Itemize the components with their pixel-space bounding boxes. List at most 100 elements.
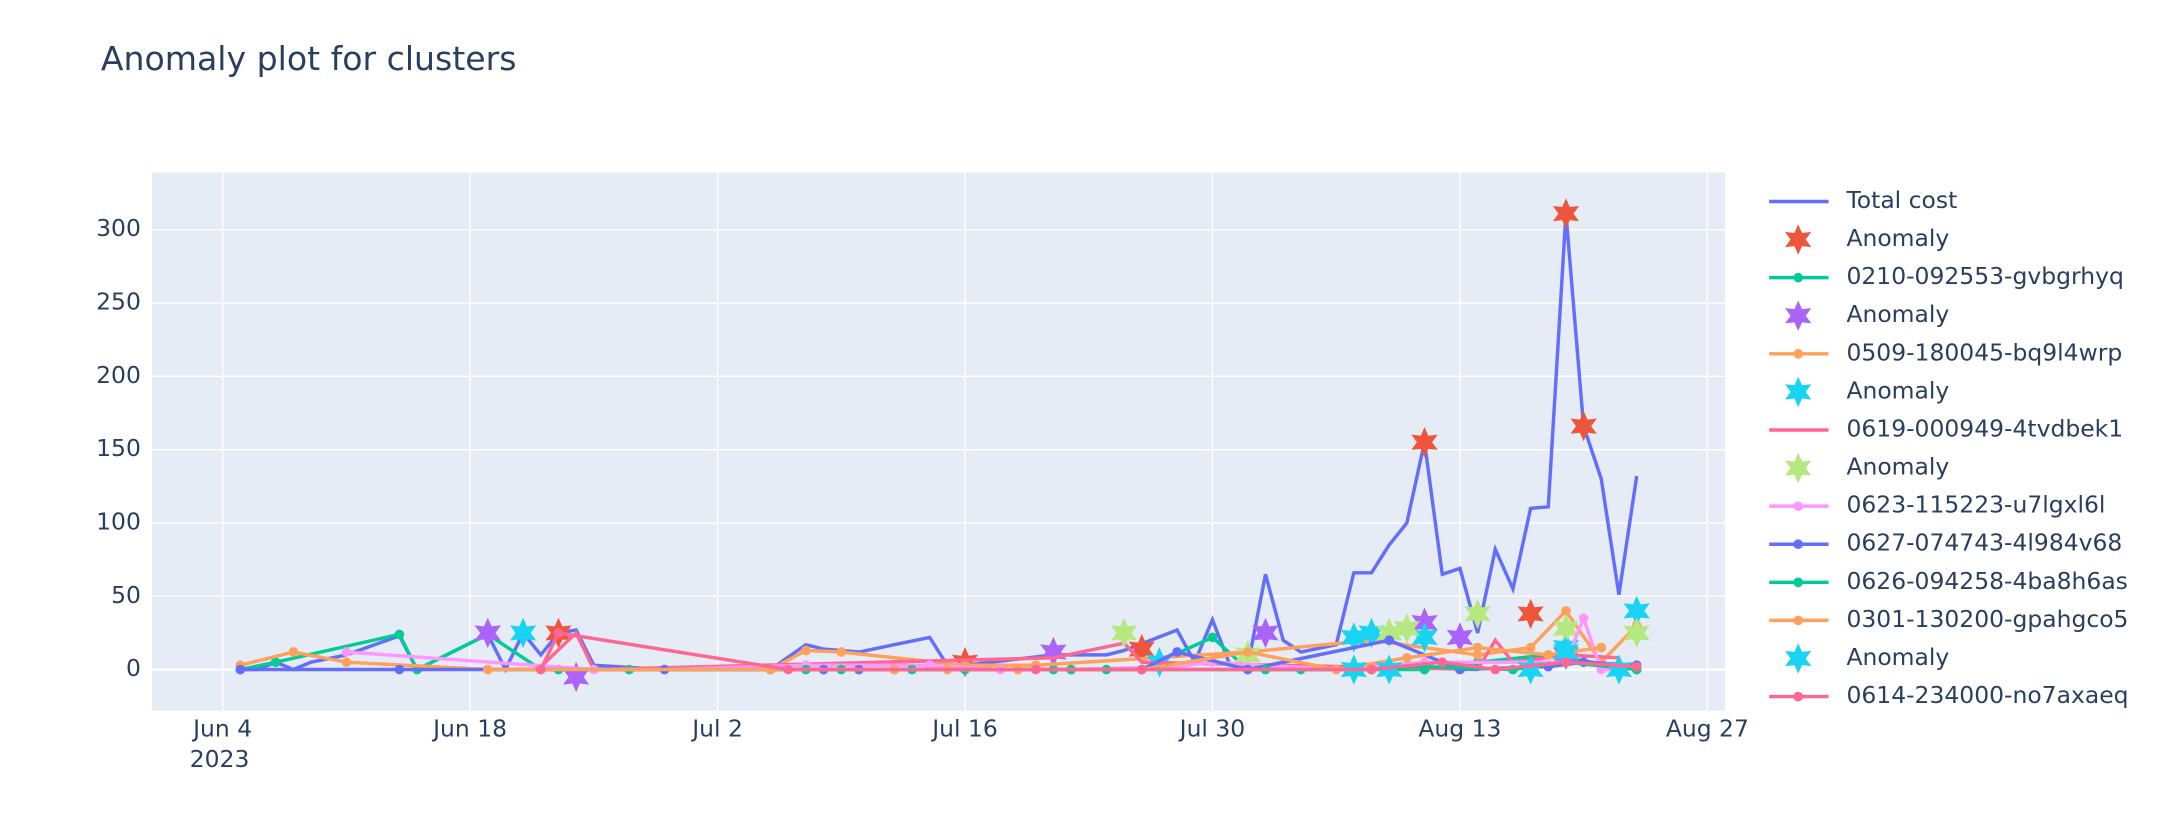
point-marker bbox=[270, 657, 281, 668]
anomaly-marker bbox=[1517, 654, 1544, 685]
anomaly-marker bbox=[1570, 410, 1597, 442]
point-marker bbox=[1172, 647, 1182, 657]
anomaly-marker bbox=[563, 661, 590, 693]
legend-item[interactable]: Anomaly bbox=[1785, 376, 1949, 408]
y-tick-label: 50 bbox=[111, 581, 141, 609]
anomaly-marker bbox=[1411, 622, 1438, 653]
point-marker bbox=[1437, 657, 1448, 668]
anomaly-marker bbox=[1605, 654, 1633, 685]
point-marker bbox=[1242, 647, 1253, 657]
legend-label: 0509-180045-bq9l4wrp bbox=[1846, 338, 2122, 366]
legend-item[interactable]: Anomaly bbox=[1785, 453, 1949, 484]
legend-symbol bbox=[1785, 224, 1812, 255]
point-marker bbox=[783, 664, 794, 675]
legend-label: Total cost bbox=[1845, 186, 1957, 214]
legend-label: 0619-000949-4tvdbek1 bbox=[1846, 414, 2123, 442]
legend-item[interactable]: 0614-234000-no7axaeq bbox=[1769, 681, 2128, 709]
anomaly-marker bbox=[1376, 654, 1403, 685]
anomaly-marker bbox=[1517, 598, 1544, 630]
anomaly-marker bbox=[1623, 595, 1650, 627]
point-marker bbox=[288, 647, 299, 657]
legend-symbol bbox=[1793, 577, 1803, 588]
legend-symbol bbox=[1793, 539, 1803, 550]
legend-item[interactable]: 0301-130200-gpahgco5 bbox=[1769, 605, 2128, 633]
anomaly-marker bbox=[1552, 613, 1580, 644]
y-tick-label: 150 bbox=[96, 434, 141, 462]
legend-item[interactable]: 0509-180045-bq9l4wrp bbox=[1769, 338, 2122, 366]
y-tick-label: 300 bbox=[96, 214, 141, 242]
point-marker bbox=[1596, 642, 1607, 653]
point-marker bbox=[341, 657, 352, 668]
anomaly-marker bbox=[474, 617, 501, 649]
point-marker bbox=[1561, 606, 1571, 616]
legend-symbol bbox=[1793, 501, 1803, 511]
legend-label: 0210-092553-gvbgrhyq bbox=[1846, 262, 2123, 290]
legend-symbol bbox=[1793, 272, 1803, 283]
anomaly-marker bbox=[1393, 613, 1421, 644]
legend-label: Anomaly bbox=[1846, 300, 1949, 328]
point-marker bbox=[235, 664, 246, 675]
x-tick-label: Jun 18 bbox=[431, 714, 507, 742]
legend-label: Anomaly bbox=[1846, 224, 1949, 252]
point-marker bbox=[1525, 642, 1536, 653]
legend-symbol bbox=[1793, 348, 1803, 359]
anomaly-marker bbox=[1128, 633, 1155, 665]
anomaly-marker bbox=[1340, 622, 1367, 653]
legend-item[interactable]: 0623-115223-u7lgxl6l bbox=[1769, 491, 2105, 519]
legend-label: 0623-115223-u7lgxl6l bbox=[1846, 491, 2105, 519]
legend-symbol bbox=[1793, 691, 1803, 702]
point-marker bbox=[801, 645, 811, 656]
point-marker bbox=[1490, 664, 1501, 675]
x-tick-label: Aug 27 bbox=[1666, 714, 1749, 742]
x-tick-label: Aug 13 bbox=[1418, 714, 1501, 742]
point-marker bbox=[1030, 664, 1041, 675]
legend-symbol bbox=[1785, 376, 1812, 408]
legend-item[interactable]: 0626-094258-4ba8h6as bbox=[1769, 567, 2128, 595]
point-marker bbox=[1561, 657, 1571, 668]
x-tick-label: Jul 30 bbox=[1178, 714, 1246, 742]
legend-symbol bbox=[1785, 300, 1812, 331]
x-year-label: 2023 bbox=[190, 745, 250, 773]
anomaly-marker bbox=[1464, 598, 1491, 630]
legend-symbol bbox=[1785, 643, 1812, 674]
legend-label: 0627-074743-4l984v68 bbox=[1846, 529, 2122, 557]
anomaly-marker bbox=[1110, 617, 1138, 649]
x-tick-label: Jul 16 bbox=[930, 714, 998, 742]
legend-item[interactable]: Anomaly bbox=[1785, 224, 1949, 255]
legend-label: Anomaly bbox=[1846, 643, 1949, 671]
legend-symbol bbox=[1785, 452, 1812, 484]
x-tick-label: Jun 4 bbox=[191, 714, 252, 742]
legend-item[interactable]: Anomaly bbox=[1785, 643, 1949, 674]
legend-item[interactable]: 0619-000949-4tvdbek1 bbox=[1769, 414, 2123, 442]
plot-area bbox=[151, 172, 1726, 711]
point-marker bbox=[535, 664, 546, 675]
series-line bbox=[240, 213, 1639, 674]
legend-label: 0626-094258-4ba8h6as bbox=[1846, 567, 2127, 595]
point-marker bbox=[394, 629, 405, 640]
point-marker bbox=[924, 660, 935, 671]
point-marker bbox=[1384, 635, 1395, 646]
anomaly-marker bbox=[510, 617, 537, 649]
point-marker bbox=[341, 647, 352, 657]
point-marker bbox=[482, 664, 493, 675]
legend-item[interactable]: 0210-092553-gvbgrhyq bbox=[1769, 262, 2124, 290]
y-tick-label: 0 bbox=[126, 654, 141, 682]
legend-label: Anomaly bbox=[1846, 376, 1949, 404]
marks bbox=[235, 198, 1650, 693]
point-marker bbox=[1543, 650, 1554, 660]
legend-label: Anomaly bbox=[1846, 453, 1949, 481]
legend: Total cost Anomaly 0210-092553-gvbgrhyq Ano… bbox=[1769, 186, 2128, 709]
legend-item[interactable]: Anomaly bbox=[1785, 300, 1949, 331]
point-marker bbox=[1136, 664, 1147, 675]
point-marker bbox=[553, 628, 564, 638]
anomaly-marker bbox=[1376, 617, 1403, 649]
point-marker bbox=[1402, 653, 1412, 663]
legend-item[interactable]: Total cost bbox=[1769, 186, 1957, 214]
y-tick-label: 200 bbox=[96, 361, 141, 389]
legend-item[interactable]: 0627-074743-4l984v68 bbox=[1769, 529, 2122, 557]
x-tick-label: Jul 2 bbox=[690, 714, 743, 742]
anomaly-marker bbox=[1252, 617, 1279, 649]
point-marker bbox=[1366, 664, 1377, 675]
point-marker bbox=[1631, 661, 1642, 672]
